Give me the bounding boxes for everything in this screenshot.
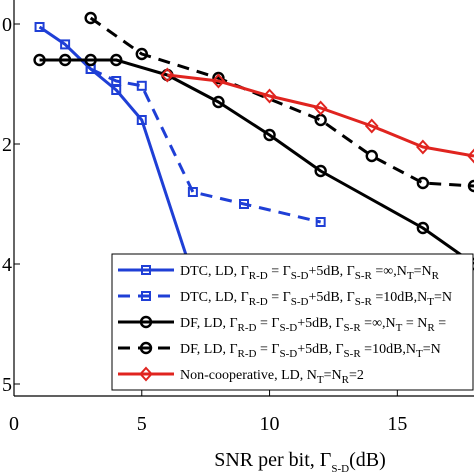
legend-label-1: DTC, LD, ΓR-D = ΓS-D+5dB, ΓS-R =∞,NT=NR: [180, 264, 440, 282]
series-2-point: [239, 199, 249, 209]
series-3-point: [314, 164, 327, 178]
y-tick-label: 5: [2, 374, 12, 396]
series-group: [33, 11, 474, 359]
series-5-point: [313, 100, 328, 116]
series-5-line: [167, 73, 474, 158]
series-5-point: [467, 148, 474, 164]
series-5-point: [416, 139, 430, 155]
series-5-point: [160, 67, 175, 83]
series-5-point: [364, 118, 379, 134]
series-3-point: [110, 53, 123, 67]
legend-marker-3: [139, 315, 153, 329]
series-4-line: [89, 16, 474, 188]
series-3-point: [84, 53, 97, 67]
legend-marker-1: [141, 265, 151, 275]
legend-label-4: DF, LD, ΓR-D = ΓS-D+5dB, ΓS-R =10dB,NT=N: [180, 342, 441, 360]
series-3-point: [263, 128, 276, 142]
series-4-point: [365, 149, 378, 163]
series-3-point: [58, 53, 72, 67]
series-2-point: [187, 187, 198, 197]
series-4-point: [84, 11, 97, 25]
series-3-point: [416, 221, 430, 235]
axes: 0 5 10 15 0 2 4 5: [2, 0, 474, 435]
legend-marker-4: [139, 341, 153, 355]
series-4-point: [135, 47, 148, 61]
legend-label-5: Non-cooperative, LD, NT=NR=2: [180, 368, 364, 386]
plot-area: [33, 11, 474, 359]
x-tick-label: 5: [137, 413, 147, 435]
series-3-line: [39, 58, 474, 266]
series-1-point: [60, 39, 71, 50]
series-1-point: [34, 22, 45, 32]
x-tick-label: 15: [387, 413, 407, 435]
legend: DTC, LD, ΓR-D = ΓS-D+5dB, ΓS-R =∞,NT=NR D…: [111, 253, 474, 391]
series-2-point: [315, 217, 326, 227]
series-3-point: [33, 53, 46, 67]
series-4-point: [467, 179, 474, 193]
series-5-point: [211, 73, 226, 89]
y-tick-label: 0: [2, 14, 12, 36]
series-4-point: [212, 71, 225, 85]
series-2-point: [136, 80, 147, 91]
x-axis-title: SNR per bit, ΓS-D(dB): [214, 449, 386, 474]
series-5-point: [262, 88, 277, 104]
y-tick-label: 2: [2, 134, 12, 156]
x-tick-label: 10: [260, 413, 280, 435]
series-1-point: [136, 115, 147, 125]
series-3-point: [212, 95, 225, 109]
x-tick-label: 0: [9, 413, 19, 435]
legend-marker-5: [139, 366, 153, 382]
legend-marker-2: [141, 291, 151, 301]
legend-entries: DTC, LD, ΓR-D = ΓS-D+5dB, ΓS-R =∞,NT=NR D…: [118, 264, 452, 386]
series-4-point: [416, 176, 430, 190]
legend-label-3: DF, LD, ΓR-D = ΓS-D+5dB, ΓS-R =∞,NT = NR…: [180, 316, 446, 334]
series-2-point: [111, 76, 122, 86]
y-tick-label: 4: [2, 254, 12, 276]
legend-label-2: DTC, LD, ΓR-D = ΓS-D+5dB, ΓS-R =10dB,NT=…: [180, 290, 452, 308]
